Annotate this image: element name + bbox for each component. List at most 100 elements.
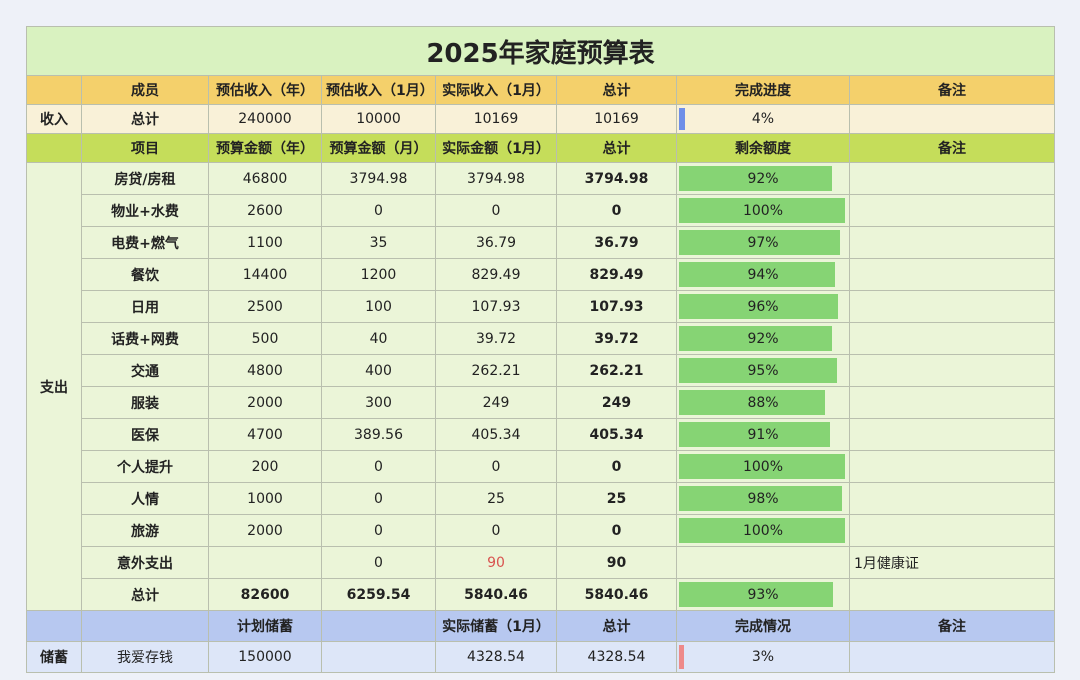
cell[interactable]: 90 [556, 546, 677, 579]
item-cell[interactable]: 电费+燃气 [81, 226, 209, 259]
cell[interactable]: 35 [321, 226, 436, 259]
header-cell[interactable]: 成员 [81, 75, 209, 105]
note-cell[interactable] [849, 482, 1055, 515]
cell[interactable]: 82600 [208, 578, 322, 611]
item-cell[interactable]: 房贷/房租 [81, 162, 209, 195]
item-cell[interactable]: 交通 [81, 354, 209, 387]
cell[interactable]: 0 [556, 194, 677, 227]
remaining-cell[interactable]: 98% [676, 482, 850, 515]
cell[interactable] [321, 641, 436, 673]
note-cell[interactable] [849, 194, 1055, 227]
header-cell[interactable]: 备注 [849, 75, 1055, 105]
cell[interactable]: 2000 [208, 514, 322, 547]
cell[interactable]: 0 [321, 546, 436, 579]
cell[interactable]: 39.72 [435, 322, 557, 355]
item-cell[interactable]: 个人提升 [81, 450, 209, 483]
cell[interactable]: 1200 [321, 258, 436, 291]
cell[interactable]: 5840.46 [435, 578, 557, 611]
cell[interactable]: 2000 [208, 386, 322, 419]
note-cell[interactable]: 1月健康证 [849, 546, 1055, 579]
note-cell[interactable] [849, 578, 1055, 611]
header-cell[interactable]: 预算金额（年） [208, 133, 322, 163]
cell[interactable]: 0 [435, 194, 557, 227]
item-cell[interactable]: 话费+网费 [81, 322, 209, 355]
remaining-cell[interactable]: 88% [676, 386, 850, 419]
cell[interactable]: 1100 [208, 226, 322, 259]
cell[interactable]: 0 [321, 450, 436, 483]
note-cell[interactable] [849, 354, 1055, 387]
cell[interactable]: 36.79 [556, 226, 677, 259]
cell[interactable]: 0 [435, 514, 557, 547]
cell[interactable]: 249 [435, 386, 557, 419]
header-cell[interactable]: 剩余额度 [676, 133, 850, 163]
item-cell[interactable]: 人情 [81, 482, 209, 515]
cell[interactable]: 25 [556, 482, 677, 515]
header-cell[interactable]: 实际金额（1月） [435, 133, 557, 163]
header-cell[interactable] [321, 610, 436, 642]
header-cell[interactable]: 总计 [556, 133, 677, 163]
header-cell[interactable]: 实际收入（1月） [435, 75, 557, 105]
note-cell[interactable] [849, 514, 1055, 547]
cell[interactable]: 0 [435, 450, 557, 483]
savings-section-label[interactable]: 储蓄 [26, 641, 82, 673]
note-cell[interactable] [849, 258, 1055, 291]
item-cell[interactable]: 服装 [81, 386, 209, 419]
progress-cell[interactable]: 4% [676, 104, 850, 134]
header-cell[interactable] [81, 610, 209, 642]
header-cell[interactable]: 预估收入（1月） [321, 75, 436, 105]
remaining-cell[interactable]: 93% [676, 578, 850, 611]
note-cell[interactable] [849, 104, 1055, 134]
cell[interactable]: 90 [435, 546, 557, 579]
header-cell[interactable] [26, 133, 82, 163]
header-cell[interactable]: 备注 [849, 610, 1055, 642]
remaining-cell[interactable]: 92% [676, 322, 850, 355]
cell[interactable]: 4800 [208, 354, 322, 387]
remaining-cell[interactable]: 95% [676, 354, 850, 387]
sheet-title[interactable]: 2025年家庭预算表 [26, 26, 1055, 76]
header-cell[interactable]: 总计 [556, 610, 677, 642]
cell[interactable]: 262.21 [556, 354, 677, 387]
cell[interactable]: 262.21 [435, 354, 557, 387]
expense-section-label[interactable]: 支出 [26, 162, 82, 611]
cell[interactable]: 150000 [208, 641, 322, 673]
cell[interactable]: 249 [556, 386, 677, 419]
cell[interactable]: 6259.54 [321, 578, 436, 611]
cell[interactable]: 389.56 [321, 418, 436, 451]
cell[interactable]: 0 [321, 514, 436, 547]
note-cell[interactable] [849, 226, 1055, 259]
header-cell[interactable]: 总计 [556, 75, 677, 105]
header-cell[interactable]: 预算金额（月） [321, 133, 436, 163]
note-cell[interactable] [849, 418, 1055, 451]
note-cell[interactable] [849, 290, 1055, 323]
header-cell[interactable]: 计划储蓄 [208, 610, 322, 642]
item-cell[interactable]: 意外支出 [81, 546, 209, 579]
cell[interactable]: 3794.98 [556, 162, 677, 195]
cell[interactable]: 总计 [81, 104, 209, 134]
cell[interactable]: 829.49 [556, 258, 677, 291]
remaining-cell[interactable] [676, 546, 850, 579]
cell[interactable]: 0 [321, 194, 436, 227]
cell[interactable]: 2600 [208, 194, 322, 227]
cell[interactable]: 100 [321, 290, 436, 323]
cell[interactable]: 10000 [321, 104, 436, 134]
cell[interactable]: 4700 [208, 418, 322, 451]
header-cell[interactable] [26, 75, 82, 105]
item-cell[interactable]: 旅游 [81, 514, 209, 547]
progress-cell[interactable]: 3% [676, 641, 850, 673]
cell[interactable]: 405.34 [435, 418, 557, 451]
remaining-cell[interactable]: 92% [676, 162, 850, 195]
cell[interactable]: 40 [321, 322, 436, 355]
cell[interactable]: 200 [208, 450, 322, 483]
header-cell[interactable]: 项目 [81, 133, 209, 163]
cell[interactable]: 3794.98 [435, 162, 557, 195]
cell[interactable]: 2500 [208, 290, 322, 323]
cell[interactable]: 1000 [208, 482, 322, 515]
cell[interactable]: 5840.46 [556, 578, 677, 611]
cell[interactable]: 我爱存钱 [81, 641, 209, 673]
item-cell[interactable]: 总计 [81, 578, 209, 611]
note-cell[interactable] [849, 162, 1055, 195]
cell[interactable]: 829.49 [435, 258, 557, 291]
item-cell[interactable]: 物业+水费 [81, 194, 209, 227]
cell[interactable]: 10169 [556, 104, 677, 134]
header-cell[interactable]: 完成进度 [676, 75, 850, 105]
